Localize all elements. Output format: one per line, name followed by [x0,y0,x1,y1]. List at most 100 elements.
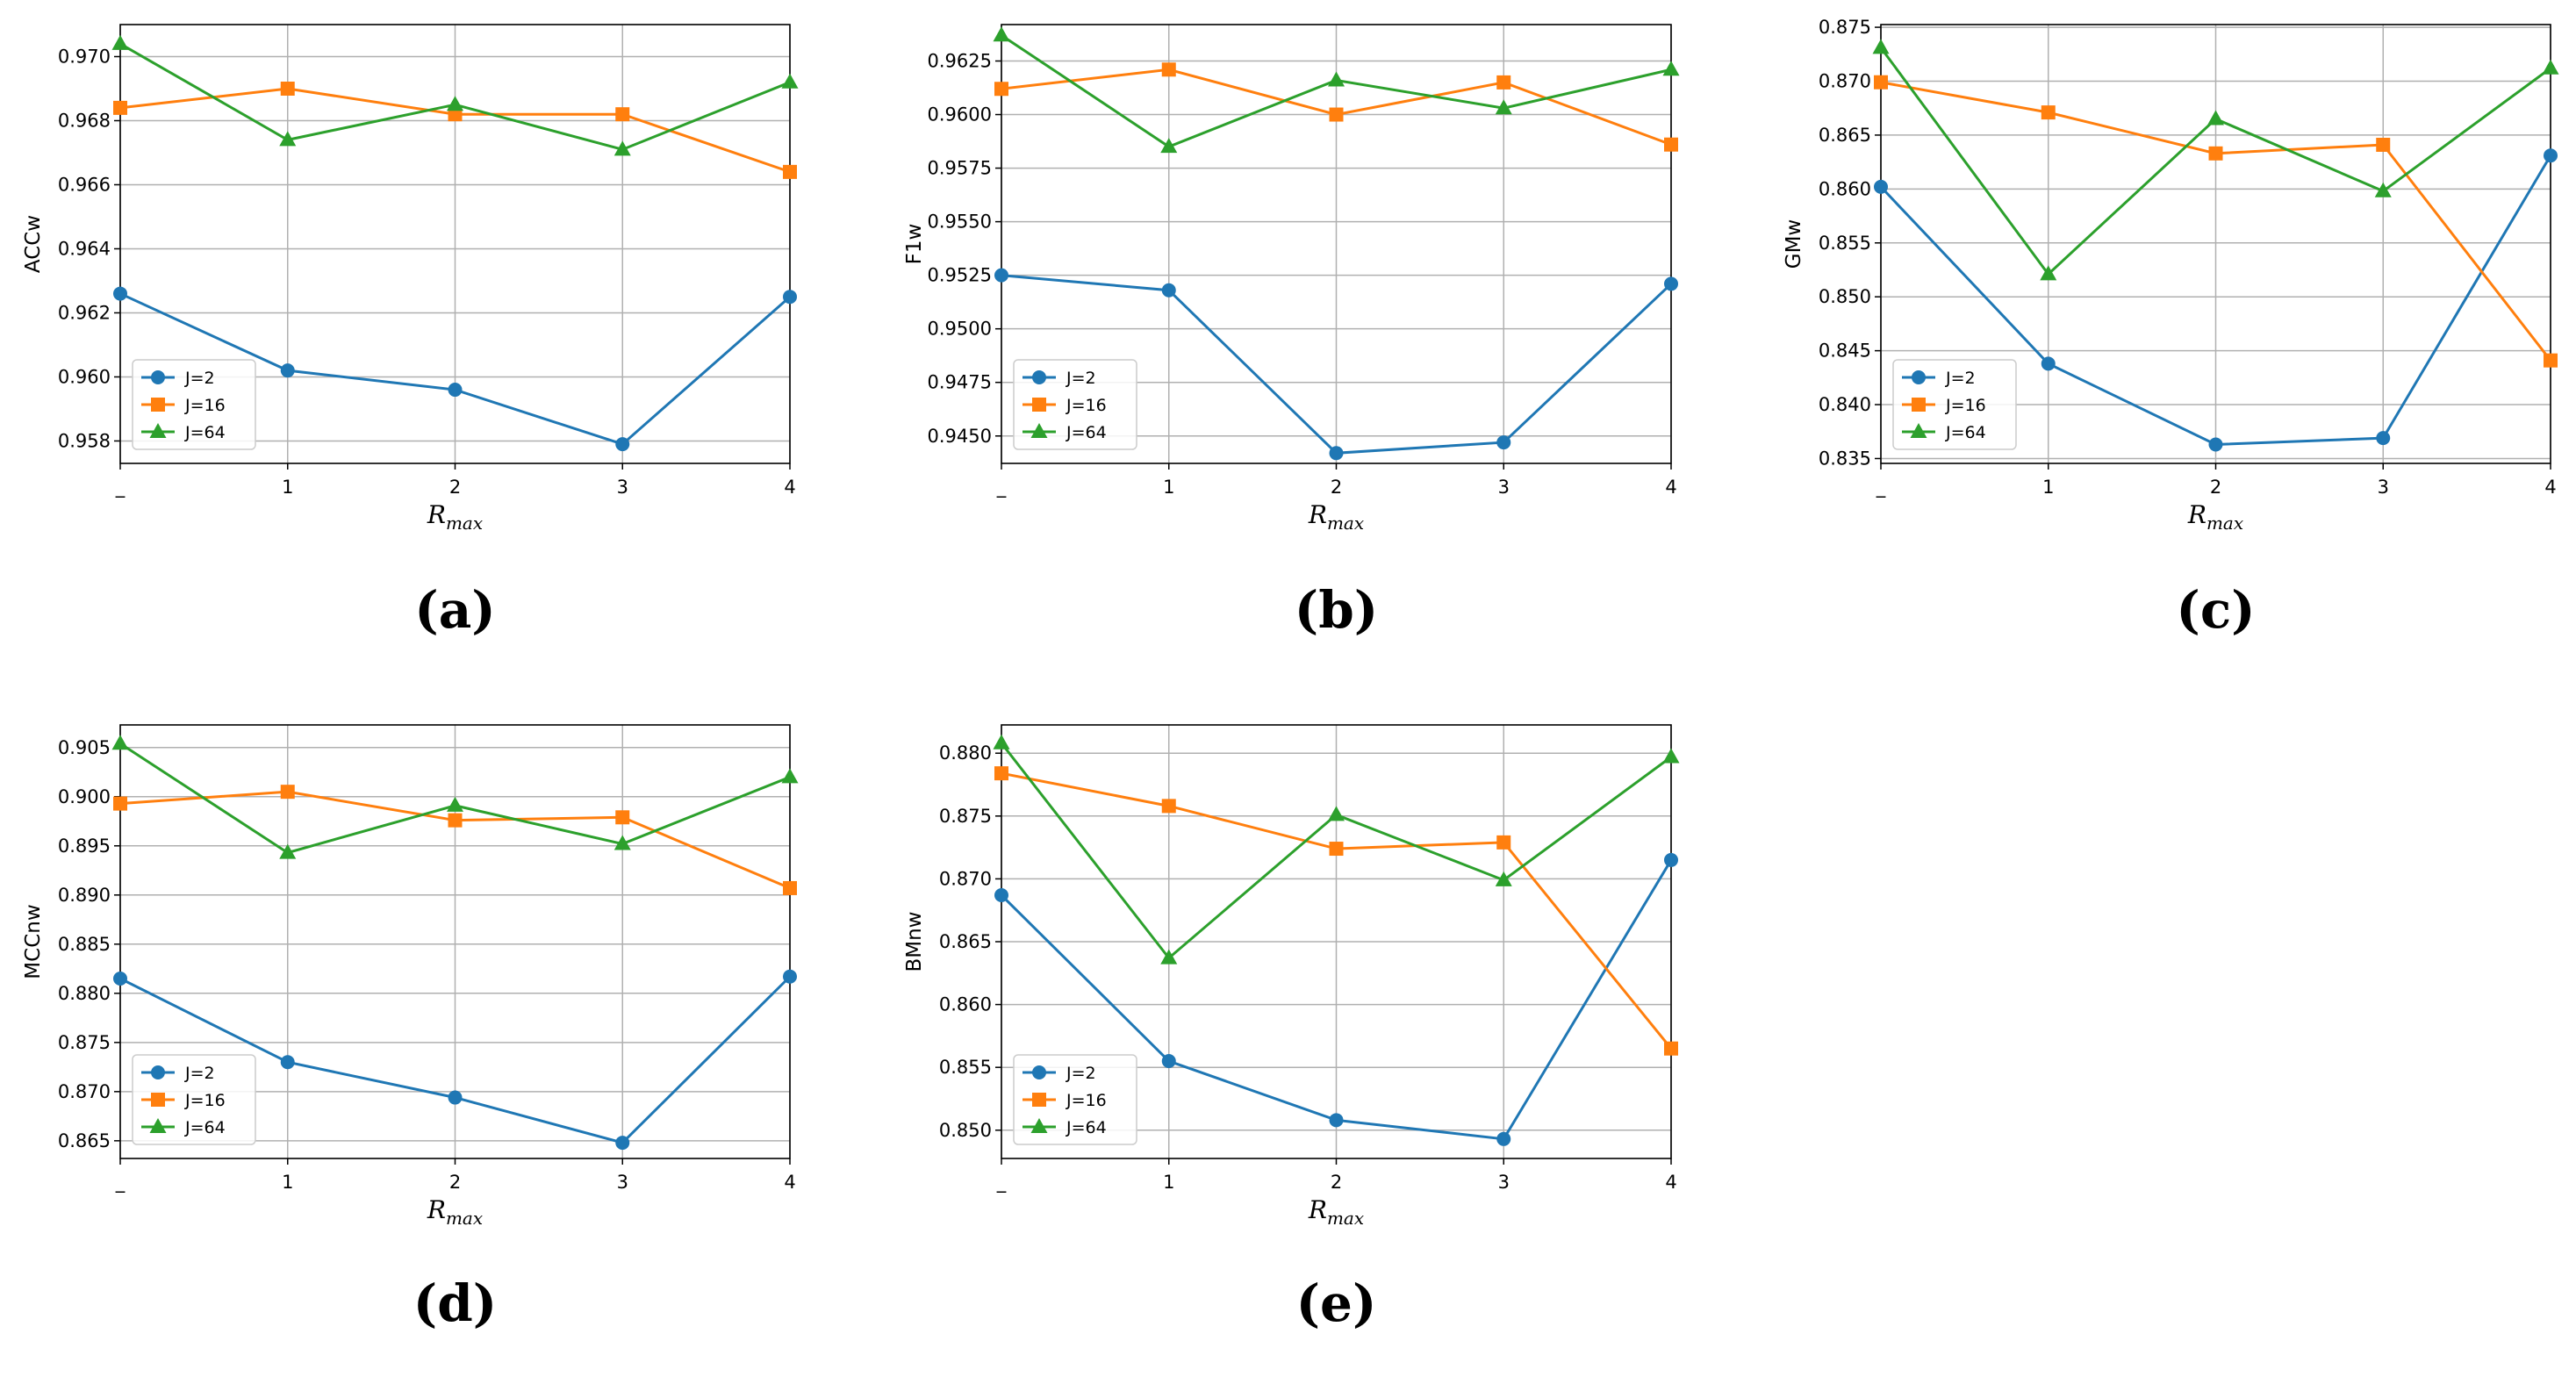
y-tick-label: 0.835 [1819,448,1871,469]
legend-marker [1032,370,1046,384]
y-tick-label: 0.875 [58,1032,111,1053]
data-point [783,969,797,984]
x-tick-label: 1 [1163,477,1174,498]
y-tick-label: 0.840 [1819,394,1871,415]
chart-panel: 0.835 0.840 0.845 0.850 0.855 0.860 0.865 0.870… [1783,17,2559,640]
x-tick-label: 4 [1665,1172,1676,1193]
data-point [2374,182,2392,197]
y-tick-label: 0.870 [1819,70,1871,91]
y-tick-label: 0.855 [1819,233,1871,254]
y-tick-label: 0.860 [1819,178,1871,199]
y-tick-label: 0.9550 [928,212,992,233]
legend-box [1013,1054,1137,1145]
x-axis-label-subscript: max [446,513,483,534]
y-tick-label: 0.860 [939,994,992,1015]
series-J64 [993,26,1680,154]
legend-label: J=2 [1066,1064,1096,1083]
legend-marker [1032,1093,1046,1107]
y-tick-label: 0.9600 [928,104,992,126]
x-axis-label-subscript: max [2206,513,2243,534]
legend-label: J=2 [1066,369,1096,388]
x-tick-label: 3 [2378,477,2389,498]
y-tick-label: 0.9525 [928,265,992,286]
x-tick-label: 3 [617,1172,628,1193]
legend-label: J=2 [184,369,215,388]
data-point [1160,949,1178,965]
x-tick-label: 3 [1498,1172,1510,1193]
data-point [1664,137,1678,152]
data-point [1872,39,1890,54]
data-point [614,140,631,156]
legend-marker [151,398,165,412]
series-J2 [1874,148,2558,452]
data-point [2544,148,2558,163]
y-tick-label: 0.885 [58,934,111,955]
data-point [614,835,631,850]
series-J64 [111,735,799,859]
data-point [280,363,295,378]
legend-marker [1910,423,1927,438]
data-point [1160,138,1178,154]
x-axis-label-subscript: max [1327,1208,1364,1229]
panel-label: (c) [2176,580,2255,640]
data-point [1496,1131,1511,1146]
data-point [1662,748,1680,764]
legend-label: J=16 [1066,396,1107,415]
legend: J=2 J=16 J=64 [1013,359,1137,450]
x-tick-label: _ [115,477,126,498]
legend-marker [1912,398,1926,412]
data-point [1328,806,1345,821]
legend-marker [149,1118,167,1133]
data-point [111,735,129,750]
data-point [1329,842,1344,857]
legend-marker [1912,370,1926,384]
x-tick-label: 2 [449,1172,461,1193]
y-tick-label: 0.850 [939,1120,992,1141]
data-point [615,107,630,122]
legend: J=2 J=16 J=64 [1013,1054,1137,1145]
y-axis-label: BMnw [903,911,926,972]
x-tick-label: 1 [282,477,293,498]
x-tick-label: _ [996,477,1007,498]
panel-label: (b) [1295,580,1378,640]
legend-marker [1032,1065,1046,1079]
legend-label: J=2 [184,1064,215,1083]
data-point [783,290,797,305]
legend-box [1892,359,2017,450]
x-tick-label: 4 [1665,477,1676,498]
data-point [1161,1054,1176,1069]
data-point [994,888,1008,903]
data-point [447,96,463,111]
y-tick-label: 0.970 [58,46,111,67]
x-tick-label: 4 [2544,477,2556,498]
x-tick-label: _ [996,1172,1007,1194]
legend-label: J=16 [184,1091,226,1110]
y-tick-label: 0.855 [939,1057,992,1078]
y-tick-label: 0.968 [58,110,111,131]
legend-label: J=16 [1945,396,1986,415]
data-point [2208,437,2223,452]
y-tick-label: 0.865 [939,931,992,952]
data-point [2376,137,2391,152]
series-J16 [113,81,797,179]
data-point [2207,110,2224,126]
data-point [615,1136,630,1151]
data-point [1874,75,1888,90]
legend: J=2 J=16 J=64 [1892,359,2017,450]
series-J64 [111,34,799,156]
data-point [781,768,799,784]
y-tick-label: 0.870 [939,868,992,889]
data-point [1328,71,1345,87]
x-axis-label: Rmax [427,500,483,534]
y-tick-label: 0.890 [58,885,111,906]
x-tick-label: 1 [282,1172,293,1193]
data-point [783,164,797,179]
data-point [1664,852,1678,867]
data-point [1329,107,1344,122]
series-J2 [113,286,797,452]
x-tick-label: 4 [784,477,795,498]
x-tick-label: 4 [784,1172,795,1193]
data-point [1496,835,1511,850]
y-tick-label: 0.850 [1819,286,1871,307]
